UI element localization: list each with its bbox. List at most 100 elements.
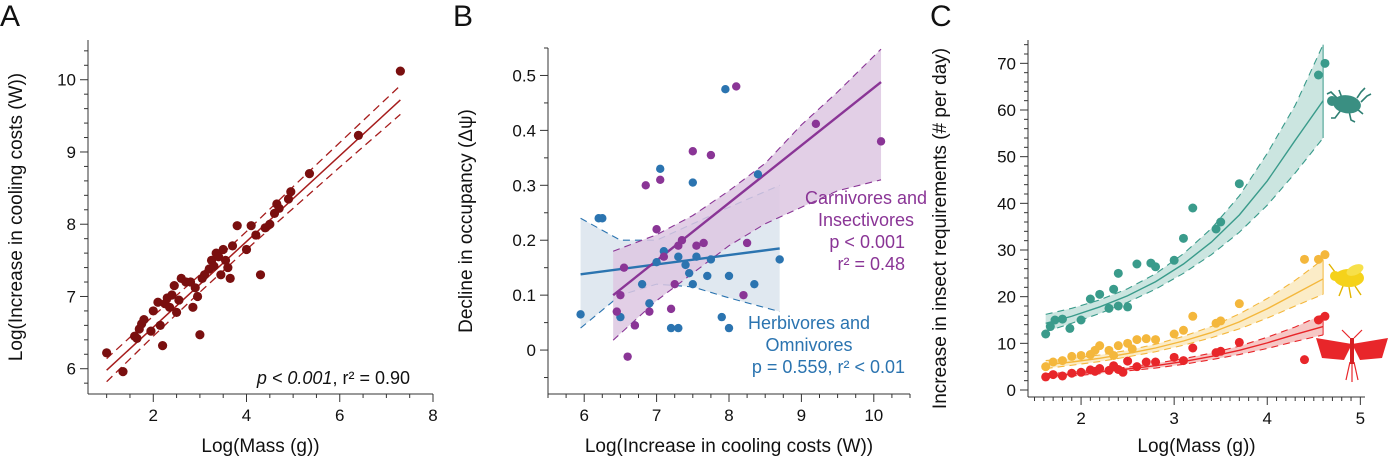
data-point <box>1041 362 1051 372</box>
y-tick-label: 9 <box>67 143 76 162</box>
data-point <box>164 302 175 312</box>
data-point <box>732 82 741 91</box>
data-point <box>188 302 198 312</box>
panel-a: 2 4 6 8 6 7 8 9 10 Log(Mass (g)) Log(Increase in… <box>6 40 438 457</box>
data-point <box>1045 322 1055 332</box>
data-point <box>1151 357 1161 367</box>
data-point <box>225 273 235 284</box>
data-point <box>1234 337 1244 347</box>
y-tick-label: 10 <box>57 71 76 90</box>
data-point <box>190 283 200 293</box>
data-point <box>216 270 226 280</box>
ci-lower-line <box>612 179 882 341</box>
data-point <box>283 194 294 204</box>
data-point <box>209 261 219 271</box>
y-tick-label: 0.3 <box>512 176 536 195</box>
data-point <box>876 137 886 146</box>
data-point <box>1076 367 1086 377</box>
data-point <box>1123 356 1133 366</box>
data-point <box>1067 368 1077 378</box>
x-tick-label: 8 <box>428 406 437 425</box>
series-label-line1: Carnivores and <box>805 188 927 208</box>
axes: 2 4 6 8 6 7 8 9 10 <box>57 40 438 425</box>
data-point <box>811 119 821 128</box>
y-tick-label: 10 <box>997 334 1016 353</box>
data-point <box>195 330 205 340</box>
data-point <box>251 230 261 240</box>
data-point <box>255 270 266 280</box>
data-point <box>118 367 128 377</box>
data-point <box>1123 302 1133 312</box>
data-point <box>1216 316 1226 326</box>
panel-letter-b: B <box>453 0 473 33</box>
data-point <box>1048 357 1058 367</box>
beetle-icon <box>1326 87 1372 123</box>
data-point <box>692 241 701 250</box>
y-tick-label: 8 <box>67 215 76 234</box>
data-point <box>775 255 784 264</box>
y-tick-label: 30 <box>997 241 1016 260</box>
data-point <box>1178 233 1188 243</box>
confidence-band <box>1045 44 1324 332</box>
data-point <box>246 221 256 231</box>
data-points <box>576 82 886 361</box>
data-point <box>645 307 654 316</box>
r-squared: , r² = 0.90 <box>332 368 410 388</box>
series-label-line2: Omnivores <box>765 335 852 355</box>
data-point <box>265 219 275 229</box>
data-point <box>146 326 156 336</box>
data-point <box>232 221 242 231</box>
data-point <box>670 279 679 289</box>
data-point <box>102 348 112 358</box>
data-point <box>688 279 697 289</box>
data-point <box>1109 284 1119 294</box>
y-tick-label: 60 <box>997 101 1016 120</box>
data-point <box>641 181 650 190</box>
data-point <box>1313 315 1323 325</box>
data-point <box>739 290 748 300</box>
ci-lower-line <box>1045 137 1324 333</box>
data-point <box>174 295 184 305</box>
data-point <box>666 304 676 314</box>
p-value: p < 0.001 <box>829 232 905 252</box>
data-point <box>1041 372 1051 382</box>
data-point <box>706 150 716 160</box>
data-point <box>223 262 233 273</box>
data-point <box>674 252 683 261</box>
data-point <box>157 340 168 351</box>
data-point <box>1095 289 1105 299</box>
data-point <box>688 147 697 156</box>
regression-line <box>580 247 780 276</box>
data-point <box>167 290 177 300</box>
r-squared: r² = 0.48 <box>837 254 905 274</box>
data-point <box>1188 343 1198 353</box>
data-point <box>1057 314 1067 324</box>
data-point <box>630 321 640 330</box>
data-point <box>1132 259 1142 269</box>
data-point <box>1141 357 1151 367</box>
data-point <box>171 307 182 317</box>
data-point <box>1169 329 1179 339</box>
data-point <box>1178 325 1188 335</box>
data-point <box>1320 58 1330 68</box>
ci-upper-line <box>106 85 401 360</box>
ci-lower-line <box>580 283 780 329</box>
data-point <box>1313 70 1323 80</box>
data-point <box>652 257 661 267</box>
data-point <box>1151 262 1161 272</box>
y-tick-label: 0 <box>1007 381 1016 400</box>
data-point <box>717 312 726 322</box>
data-point <box>1057 371 1067 381</box>
data-point <box>1132 335 1142 345</box>
data-point <box>1141 334 1151 344</box>
data-point <box>703 271 712 281</box>
moth-icon <box>1316 329 1388 382</box>
panel-letter-a: A <box>0 0 20 33</box>
y-tick-label: 6 <box>67 360 76 379</box>
data-point <box>353 130 364 140</box>
confidence-band <box>1045 259 1324 369</box>
data-point <box>724 271 734 281</box>
data-point <box>1113 268 1123 278</box>
regression-curve <box>1045 100 1324 324</box>
